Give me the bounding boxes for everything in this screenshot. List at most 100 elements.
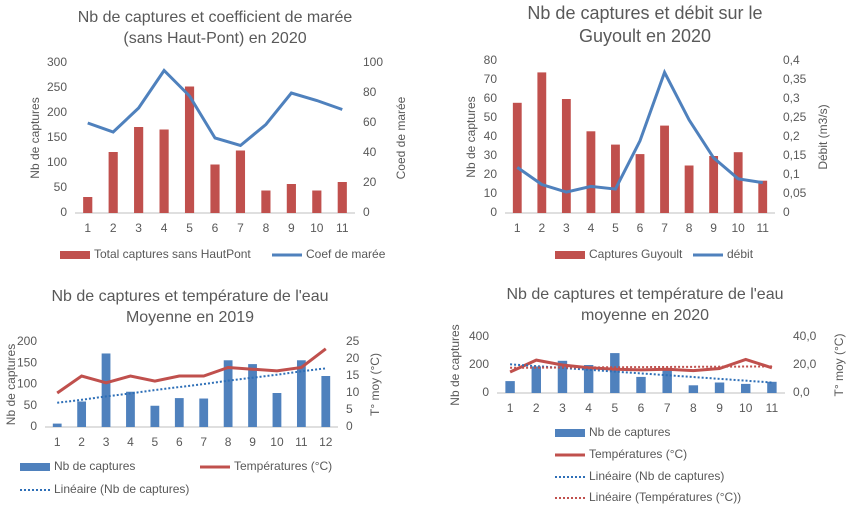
x-tick-label: 3 — [559, 401, 566, 415]
y2-tick-label: 20,0 — [793, 357, 817, 371]
y2-tick-label: 100 — [363, 55, 383, 69]
y2-axis-label: T° moy (°C) — [368, 353, 382, 416]
x-tick-label: 2 — [533, 401, 540, 415]
bar — [512, 102, 522, 213]
x-tick-label: 7 — [664, 401, 671, 415]
x-tick-label: 10 — [310, 221, 324, 235]
y2-tick-label: 80 — [363, 85, 377, 99]
bar — [741, 383, 751, 393]
y2-tick-label: 0 — [346, 419, 353, 433]
x-tick-label: 6 — [638, 401, 645, 415]
y2-tick-label: 0,35 — [783, 72, 807, 86]
x-tick-label: 3 — [103, 435, 110, 449]
bar — [662, 369, 672, 393]
x-tick-label: 4 — [161, 221, 168, 235]
bar — [561, 99, 571, 213]
y-tick-label: 0 — [30, 419, 37, 433]
x-tick-label: 1 — [514, 221, 521, 235]
y-tick-label: 400 — [469, 329, 489, 343]
x-tick-label: 2 — [110, 221, 117, 235]
y-axis-label: Nb de captures — [28, 97, 42, 178]
bar — [636, 376, 646, 393]
bar — [134, 127, 144, 213]
x-tick-label: 11 — [336, 221, 349, 235]
y-tick-label: 100 — [17, 377, 37, 391]
y-tick-label: 0 — [60, 205, 67, 219]
y-tick-label: 0 — [482, 385, 489, 399]
legend-swatch — [555, 429, 585, 437]
y2-tick-label: 0,3 — [783, 91, 800, 105]
y2-axis-label: T° moy (°C) — [832, 334, 846, 397]
y2-tick-label: 0,05 — [783, 186, 807, 200]
x-tick-label: 4 — [585, 401, 592, 415]
x-tick-label: 4 — [588, 221, 595, 235]
chart-title: Nb de captures et température de l'eau M… — [51, 288, 329, 326]
x-tick-label: 5 — [186, 221, 193, 235]
y2-tick-label: 40 — [363, 145, 377, 159]
x-tick-label: 2 — [538, 221, 545, 235]
bar — [531, 366, 541, 393]
y-tick-label: 200 — [469, 357, 489, 371]
x-tick-label: 9 — [716, 401, 723, 415]
bar — [223, 360, 233, 427]
x-tick-label: 9 — [249, 435, 256, 449]
bar — [248, 364, 257, 427]
x-tick-label: 8 — [690, 401, 697, 415]
trend-line — [57, 367, 326, 404]
y-tick-label: 200 — [17, 334, 37, 348]
x-tick-label: 6 — [212, 221, 219, 235]
y2-tick-label: 20 — [346, 351, 360, 365]
y2-tick-label: 0,25 — [783, 110, 807, 124]
bar — [286, 184, 296, 213]
bar — [767, 381, 777, 393]
y2-tick-label: 0,1 — [783, 167, 800, 181]
trend-line — [510, 365, 772, 369]
bar — [199, 398, 209, 427]
legend-swatch — [20, 463, 50, 471]
y-tick-label: 150 — [17, 355, 37, 369]
x-tick-label: 6 — [637, 221, 644, 235]
y-tick-label: 60 — [484, 91, 498, 105]
x-tick-label: 7 — [237, 221, 244, 235]
bar — [159, 129, 169, 213]
legend-label: débit — [727, 247, 754, 261]
x-tick-label: 9 — [710, 221, 717, 235]
x-tick-label: 9 — [288, 221, 295, 235]
bar — [296, 360, 306, 427]
legend-label: Nb de captures — [54, 459, 135, 473]
legend-label: Total captures sans HautPont — [94, 247, 251, 261]
x-tick-label: 11 — [295, 435, 308, 449]
x-tick-label: 10 — [270, 435, 284, 449]
bar — [210, 164, 220, 213]
y2-tick-label: 15 — [346, 368, 360, 382]
x-tick-label: 3 — [135, 221, 142, 235]
x-tick-label: 12 — [319, 435, 333, 449]
y-tick-label: 150 — [47, 130, 67, 144]
x-tick-label: 8 — [263, 221, 270, 235]
bar — [758, 180, 768, 213]
y-tick-label: 80 — [484, 53, 498, 67]
bar — [52, 423, 62, 427]
x-tick-label: 8 — [686, 221, 693, 235]
y2-axis-label: Coed de marée — [394, 96, 408, 179]
y-tick-label: 30 — [484, 148, 498, 162]
y2-tick-label: 0,15 — [783, 148, 807, 162]
y-tick-label: 50 — [24, 398, 38, 412]
line — [516, 68, 763, 194]
bar — [150, 405, 160, 427]
x-tick-label: 8 — [225, 435, 232, 449]
y2-tick-label: 0,0 — [793, 385, 810, 399]
x-tick-label: 4 — [127, 435, 134, 449]
y2-tick-label: 0 — [363, 205, 370, 219]
y-axis-label: Nb de captures — [448, 324, 462, 405]
x-tick-label: 3 — [563, 221, 570, 235]
legend-label: Coef de marée — [306, 247, 386, 261]
y2-tick-label: 10 — [346, 385, 360, 399]
bar — [583, 365, 594, 393]
x-tick-label: 7 — [200, 435, 207, 449]
legend-swatch — [60, 251, 90, 259]
bar — [77, 401, 87, 427]
line — [87, 68, 343, 148]
bar — [660, 125, 669, 213]
